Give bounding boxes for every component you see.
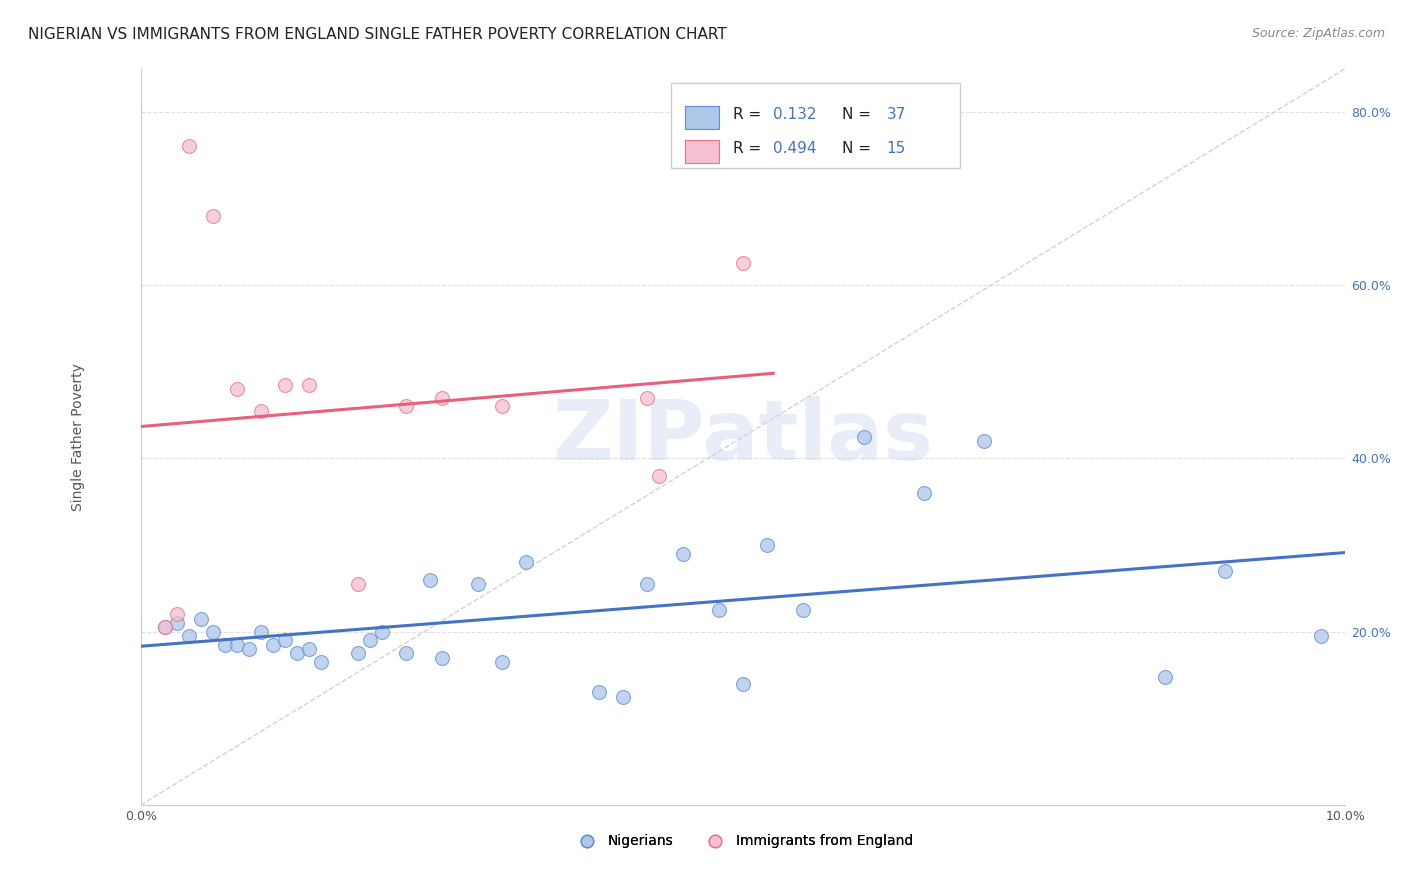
Point	[177, 139, 200, 153]
Point	[214, 638, 236, 652]
Text: N =: N =	[842, 107, 876, 122]
FancyBboxPatch shape	[671, 83, 960, 168]
Point	[419, 573, 441, 587]
Text: NIGERIAN VS IMMIGRANTS FROM ENGLAND SINGLE FATHER POVERTY CORRELATION CHART: NIGERIAN VS IMMIGRANTS FROM ENGLAND SING…	[28, 27, 727, 42]
Point	[467, 577, 489, 591]
Text: 0.494: 0.494	[773, 141, 817, 156]
Point	[153, 620, 176, 634]
Point	[370, 624, 392, 639]
Point	[612, 690, 634, 704]
Text: R =: R =	[734, 141, 766, 156]
Point	[672, 547, 695, 561]
Point	[912, 486, 935, 500]
Text: 15: 15	[886, 141, 905, 156]
Legend: Nigerians, Immigrants from England: Nigerians, Immigrants from England	[568, 828, 918, 854]
Point	[430, 391, 453, 405]
Text: R =: R =	[734, 107, 766, 122]
FancyBboxPatch shape	[685, 140, 718, 163]
Point	[430, 650, 453, 665]
Point	[226, 382, 249, 396]
Text: 0.132: 0.132	[773, 107, 817, 122]
Point	[166, 615, 188, 630]
Point	[250, 624, 273, 639]
Point	[166, 607, 188, 622]
Point	[238, 642, 260, 657]
Point	[359, 633, 381, 648]
Point	[636, 391, 658, 405]
Point	[707, 603, 730, 617]
Text: N =: N =	[842, 141, 876, 156]
Point	[491, 655, 513, 669]
Point	[346, 646, 368, 660]
Point	[274, 377, 297, 392]
Point	[177, 629, 200, 643]
Point	[733, 256, 755, 270]
Point	[1213, 564, 1236, 578]
Point	[973, 434, 995, 448]
Point	[515, 555, 537, 569]
Point	[636, 577, 658, 591]
Text: Source: ZipAtlas.com: Source: ZipAtlas.com	[1251, 27, 1385, 40]
Text: ZIPatlas: ZIPatlas	[553, 396, 934, 477]
Point	[190, 612, 212, 626]
Point	[395, 646, 418, 660]
Point	[287, 646, 309, 660]
Point	[298, 377, 321, 392]
Point	[250, 403, 273, 417]
Point	[852, 430, 875, 444]
Point	[491, 400, 513, 414]
Y-axis label: Single Father Poverty: Single Father Poverty	[72, 363, 86, 510]
Point	[792, 603, 814, 617]
Point	[1310, 629, 1333, 643]
Point	[346, 577, 368, 591]
Point	[395, 400, 418, 414]
Point	[202, 209, 225, 223]
Point	[648, 468, 671, 483]
FancyBboxPatch shape	[685, 106, 718, 129]
Point	[153, 620, 176, 634]
Point	[311, 655, 333, 669]
Text: 37: 37	[886, 107, 905, 122]
Point	[588, 685, 610, 699]
Point	[298, 642, 321, 657]
Point	[756, 538, 779, 552]
Point	[733, 676, 755, 690]
Point	[226, 638, 249, 652]
Point	[274, 633, 297, 648]
Point	[202, 624, 225, 639]
Point	[1153, 670, 1175, 684]
Point	[262, 638, 284, 652]
